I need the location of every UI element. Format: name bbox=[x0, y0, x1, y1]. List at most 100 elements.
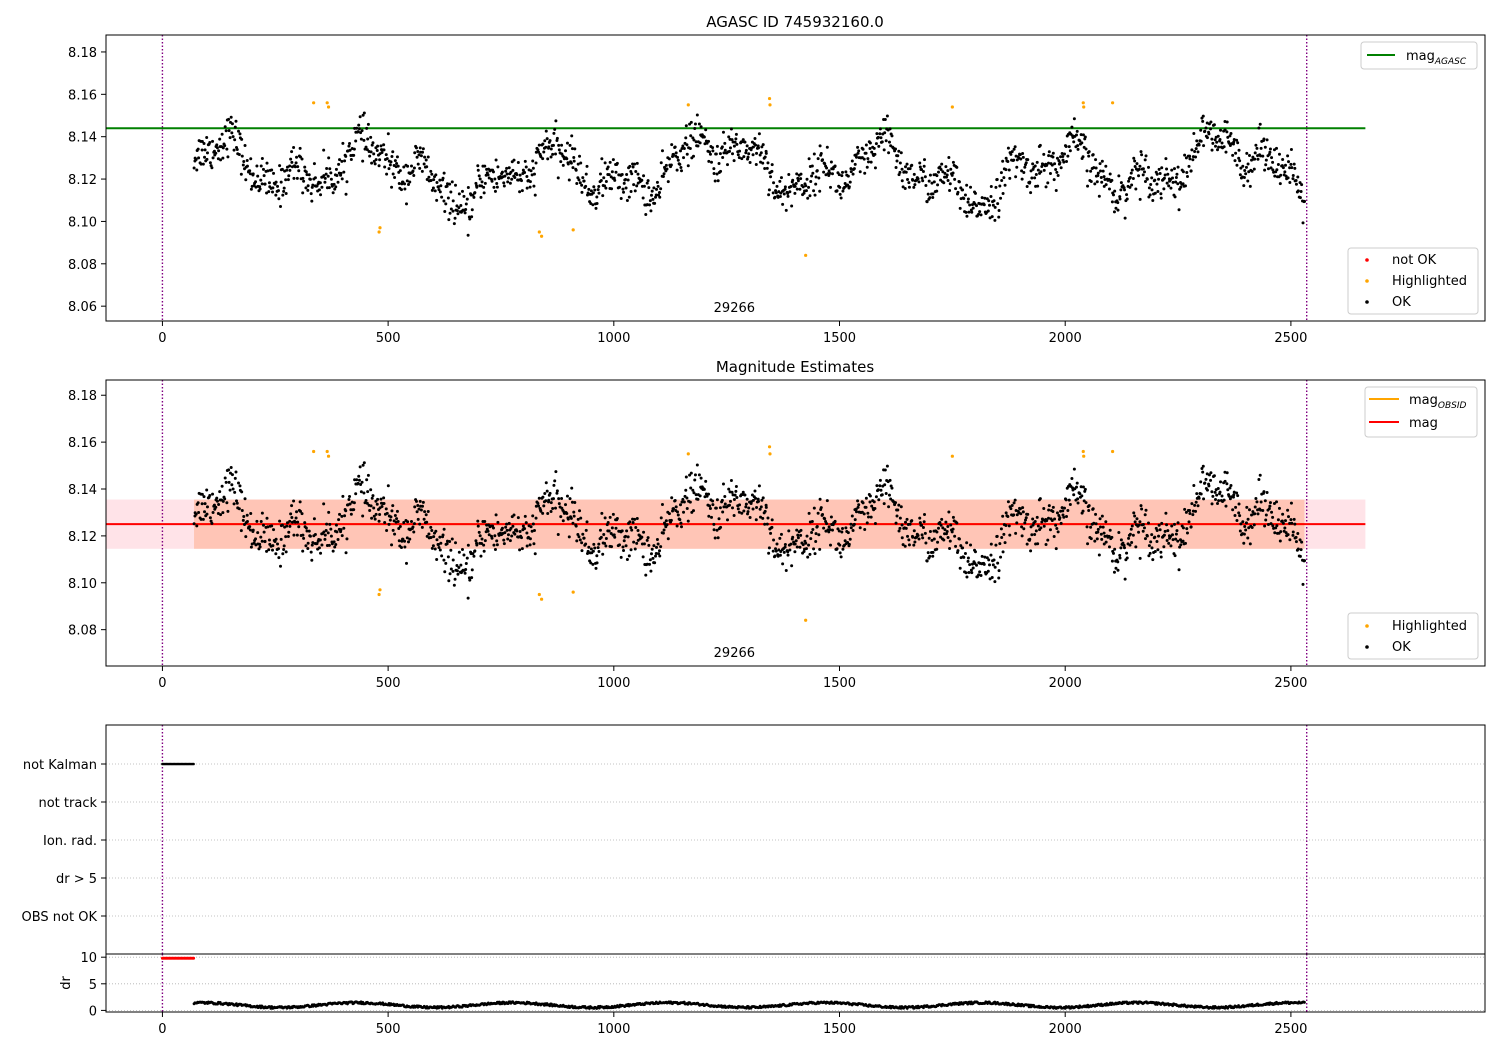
ok-point bbox=[975, 563, 979, 567]
ok-point bbox=[509, 170, 513, 174]
ok-point bbox=[978, 210, 982, 214]
ok-point bbox=[704, 128, 708, 132]
ok-point bbox=[251, 172, 255, 176]
ok-point bbox=[292, 145, 296, 149]
ok-point bbox=[360, 480, 364, 484]
ok-point bbox=[1238, 529, 1242, 533]
ok-point bbox=[281, 193, 285, 197]
ok-point bbox=[1018, 153, 1022, 157]
ok-point bbox=[1162, 545, 1166, 549]
ok-point bbox=[418, 499, 422, 503]
ok-point bbox=[232, 502, 236, 506]
ok-point bbox=[483, 164, 487, 168]
legend-highlighted-label: Highlighted bbox=[1392, 619, 1467, 634]
ok-point bbox=[449, 567, 453, 571]
ok-point bbox=[621, 187, 625, 191]
ok-point bbox=[922, 164, 926, 168]
ok-point bbox=[811, 171, 815, 175]
ok-point bbox=[319, 551, 323, 555]
x-tick-label: 1500 bbox=[823, 331, 856, 346]
ok-point bbox=[1231, 153, 1235, 157]
ok-point bbox=[1094, 522, 1098, 526]
ok-point bbox=[935, 547, 939, 551]
ok-point bbox=[289, 157, 293, 161]
ok-point bbox=[636, 528, 640, 532]
ok-point bbox=[1079, 485, 1083, 489]
ok-point bbox=[600, 511, 604, 515]
ok-point bbox=[765, 166, 769, 170]
ok-point bbox=[1023, 165, 1027, 169]
ok-point bbox=[720, 145, 724, 149]
ok-point bbox=[807, 543, 811, 547]
ok-point bbox=[1245, 151, 1249, 155]
ok-point bbox=[951, 515, 955, 519]
ok-point bbox=[361, 514, 365, 518]
ok-point bbox=[329, 527, 333, 531]
ok-point bbox=[1222, 498, 1226, 502]
ok-point bbox=[224, 129, 228, 133]
ok-point bbox=[769, 531, 773, 535]
ok-point bbox=[340, 534, 344, 538]
ok-point bbox=[1167, 541, 1171, 545]
ok-point bbox=[733, 140, 737, 144]
ok-point bbox=[365, 501, 369, 505]
ok-point bbox=[1149, 540, 1153, 544]
ok-point bbox=[230, 483, 234, 487]
ok-point bbox=[1199, 492, 1203, 496]
ok-point bbox=[1100, 537, 1104, 541]
ok-point bbox=[1201, 464, 1205, 468]
ok-point bbox=[1287, 515, 1291, 519]
ok-point bbox=[999, 527, 1003, 531]
ok-point bbox=[602, 532, 606, 536]
ok-point bbox=[1014, 531, 1018, 535]
ok-point bbox=[1114, 206, 1118, 210]
ok-point bbox=[840, 526, 844, 530]
ok-point bbox=[718, 506, 722, 510]
ok-point bbox=[373, 517, 377, 521]
ok-point bbox=[689, 134, 693, 138]
ok-point bbox=[642, 184, 646, 188]
ok-point bbox=[1007, 168, 1011, 172]
ok-point bbox=[218, 137, 222, 141]
ok-point bbox=[372, 506, 376, 510]
ok-point bbox=[272, 171, 276, 175]
ok-point bbox=[270, 190, 274, 194]
ok-point bbox=[326, 174, 330, 178]
ok-point bbox=[1143, 158, 1147, 162]
ok-point bbox=[1232, 490, 1236, 494]
ok-point bbox=[1281, 512, 1285, 516]
ok-point bbox=[746, 512, 750, 516]
ok-point bbox=[520, 189, 524, 193]
ok-point bbox=[1195, 139, 1199, 143]
ok-point bbox=[334, 543, 338, 547]
ok-point bbox=[507, 166, 511, 170]
highlighted-point bbox=[571, 228, 575, 232]
ok-point bbox=[472, 554, 476, 558]
ok-point bbox=[438, 190, 442, 194]
ok-point bbox=[1153, 535, 1157, 539]
ok-point bbox=[1137, 523, 1141, 527]
ok-point bbox=[195, 524, 199, 528]
ok-point bbox=[707, 159, 711, 163]
ok-point bbox=[412, 530, 416, 534]
ok-point bbox=[591, 549, 595, 553]
ok-point bbox=[988, 563, 992, 567]
ok-point bbox=[1286, 533, 1290, 537]
ok-point bbox=[870, 504, 874, 508]
highlighted-point bbox=[686, 452, 690, 456]
ok-point bbox=[1118, 556, 1122, 560]
ok-point bbox=[1001, 550, 1005, 554]
ok-point bbox=[805, 177, 809, 181]
ok-point bbox=[319, 193, 323, 197]
ok-point bbox=[923, 531, 927, 535]
ok-point bbox=[1151, 199, 1155, 203]
ok-point bbox=[624, 186, 628, 190]
ok-point bbox=[1243, 524, 1247, 528]
ok-point bbox=[255, 164, 259, 168]
ok-point bbox=[883, 468, 887, 472]
ok-point bbox=[386, 484, 390, 488]
ok-point bbox=[587, 545, 591, 549]
ok-point bbox=[324, 172, 328, 176]
ok-point bbox=[730, 490, 734, 494]
ok-point bbox=[948, 547, 952, 551]
